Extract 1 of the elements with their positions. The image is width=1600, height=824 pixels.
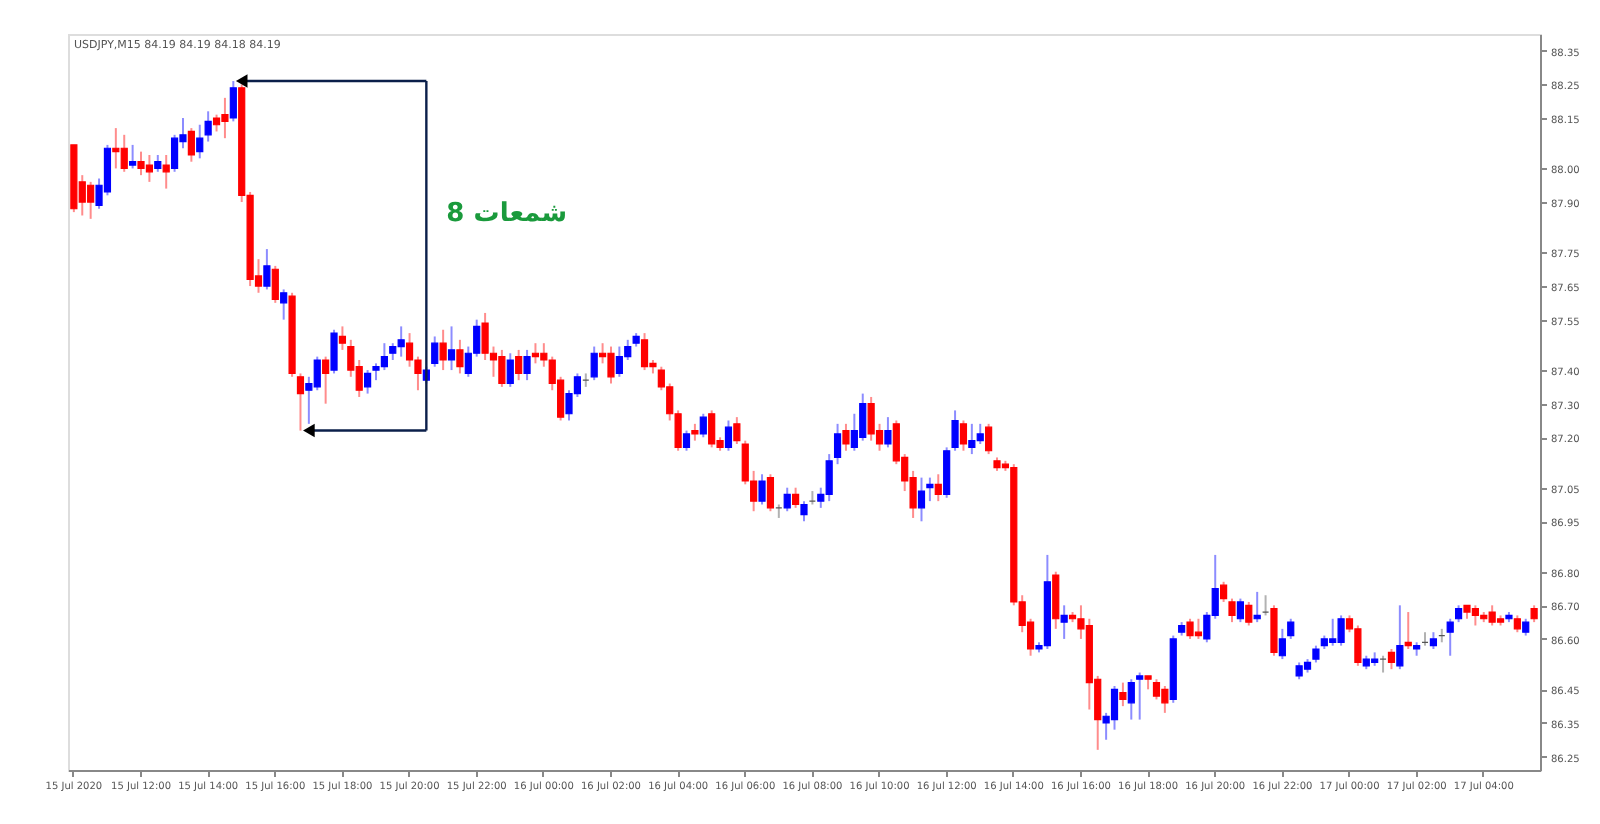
annotation: 8 شمعات xyxy=(446,199,568,230)
